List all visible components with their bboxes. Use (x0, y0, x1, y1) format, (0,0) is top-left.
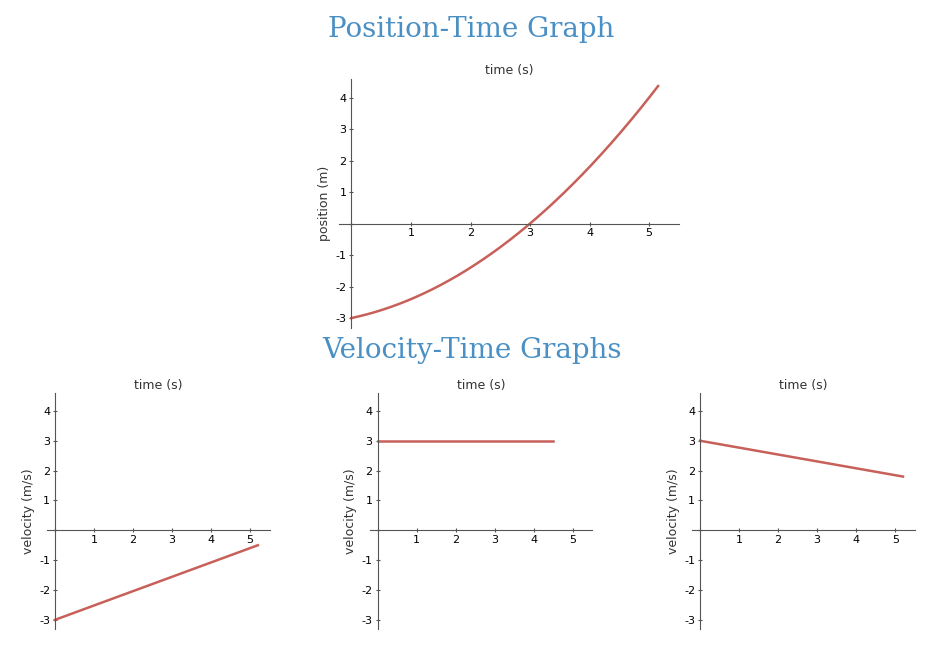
Y-axis label: velocity (m/s): velocity (m/s) (22, 468, 35, 553)
X-axis label: time (s): time (s) (485, 64, 534, 77)
X-axis label: time (s): time (s) (456, 379, 505, 392)
X-axis label: time (s): time (s) (779, 379, 828, 392)
Y-axis label: velocity (m/s): velocity (m/s) (344, 468, 357, 553)
X-axis label: time (s): time (s) (134, 379, 183, 392)
Y-axis label: position (m): position (m) (318, 166, 331, 240)
Y-axis label: velocity (m/s): velocity (m/s) (667, 468, 680, 553)
Text: Velocity-Time Graphs: Velocity-Time Graphs (322, 337, 621, 364)
Text: Position-Time Graph: Position-Time Graph (328, 16, 615, 43)
